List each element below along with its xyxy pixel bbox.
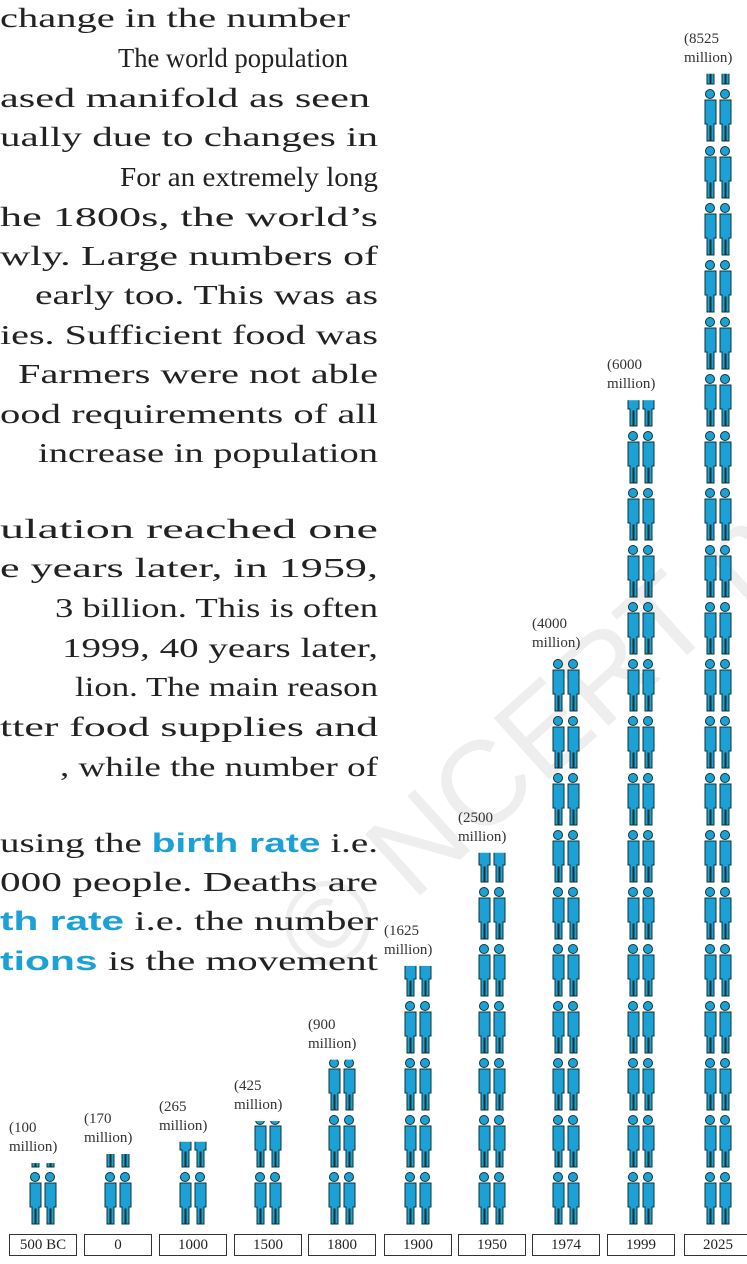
value-label: (265 million)	[159, 1098, 208, 1134]
value-label: (170 million)	[84, 1111, 133, 1147]
body-line: The world population	[118, 43, 348, 73]
body-line: For an extremely long	[120, 162, 378, 192]
body-line: 1999, 40 years later,	[62, 633, 378, 663]
value-label: (100 million)	[9, 1120, 58, 1156]
year-label: 500 BC	[9, 1234, 77, 1256]
body-line: ased manifold as seen	[0, 83, 371, 113]
body-line: early too. This was as	[35, 280, 378, 310]
text-run: i.e. the number	[124, 906, 378, 936]
year-label: 1800	[308, 1234, 376, 1256]
text-run: Farmers were not able	[18, 359, 378, 389]
year-label: 1000	[159, 1234, 227, 1256]
text-run: 3 billion. This is often	[55, 593, 379, 623]
body-line: ulation reached one	[0, 514, 378, 544]
text-run: ased manifold as seen	[0, 83, 371, 113]
text-run: e years later, in 1959,	[0, 553, 378, 583]
text-run: For an extremely long	[120, 162, 378, 192]
text-run: 1999, 40 years later,	[62, 633, 378, 663]
emphasis-term: th rate	[0, 906, 124, 936]
year-label: 2025	[684, 1234, 747, 1256]
body-line: 000 people. Deaths are	[0, 867, 378, 897]
value-label: (425 million)	[234, 1078, 283, 1114]
body-line: wly. Large numbers of	[0, 241, 378, 271]
text-run: increase in population	[38, 438, 379, 468]
text-run: early too. This was as	[35, 280, 378, 310]
body-line: Farmers were not able	[18, 359, 378, 389]
population-column	[327, 1059, 357, 1226]
population-column	[626, 400, 656, 1226]
population-column	[103, 1154, 133, 1226]
text-run: ually due to changes in	[0, 122, 379, 152]
emphasis-term: tions	[0, 946, 98, 976]
value-label: (900 million)	[308, 1016, 357, 1052]
text-run: , while the number of	[60, 752, 378, 782]
text-run: ies. Sufficient food was	[0, 320, 378, 350]
population-column	[28, 1163, 58, 1226]
body-line: , while the number of	[60, 752, 378, 782]
population-column	[253, 1121, 283, 1226]
year-label: 1900	[384, 1234, 452, 1256]
emphasis-term: birth rate	[152, 828, 321, 858]
body-line: change in the number	[0, 3, 350, 33]
body-line: he 1800s, the world’s	[0, 202, 378, 232]
body-line: th rate i.e. the number	[0, 906, 378, 936]
text-run: change in the number	[0, 3, 350, 33]
population-column	[403, 965, 433, 1226]
population-column	[178, 1141, 208, 1226]
text-run: using the	[0, 828, 152, 858]
body-line: using the birth rate i.e.	[0, 828, 378, 858]
text-run: 000 people. Deaths are	[0, 867, 378, 897]
text-run: wly. Large numbers of	[0, 241, 378, 271]
value-label: (8525 million)	[684, 30, 733, 66]
text-run: ulation reached one	[0, 514, 378, 544]
body-line: tions is the movement	[0, 946, 379, 976]
year-label: 0	[84, 1234, 152, 1256]
population-column	[551, 658, 581, 1226]
year-label: 1999	[607, 1234, 675, 1256]
text-run: i.e.	[321, 828, 378, 858]
body-line: ood requirements of all	[0, 399, 378, 429]
value-label: (6000 million)	[607, 357, 656, 393]
body-line: e years later, in 1959,	[0, 553, 378, 583]
text-run: The world population	[118, 43, 348, 73]
text-run: tter food supplies and	[0, 712, 379, 742]
population-column	[477, 852, 507, 1226]
body-line: ies. Sufficient food was	[0, 320, 378, 350]
text-run: is the movement	[98, 946, 379, 976]
text-run: ood requirements of all	[0, 399, 378, 429]
year-label: 1500	[234, 1234, 302, 1256]
value-label: (1625 million)	[384, 922, 433, 958]
body-line: increase in population	[38, 438, 379, 468]
value-label: (2500 million)	[458, 809, 507, 845]
body-line: tter food supplies and	[0, 712, 379, 742]
body-line: lion. The main reason	[75, 672, 379, 702]
body-line: 3 billion. This is often	[55, 593, 379, 623]
year-label: 1974	[532, 1234, 600, 1256]
year-label: 1950	[458, 1234, 526, 1256]
value-label: (4000 million)	[532, 615, 581, 651]
body-line: ually due to changes in	[0, 122, 379, 152]
text-run: he 1800s, the world’s	[0, 202, 378, 232]
population-column	[703, 73, 733, 1226]
text-run: lion. The main reason	[75, 672, 379, 702]
